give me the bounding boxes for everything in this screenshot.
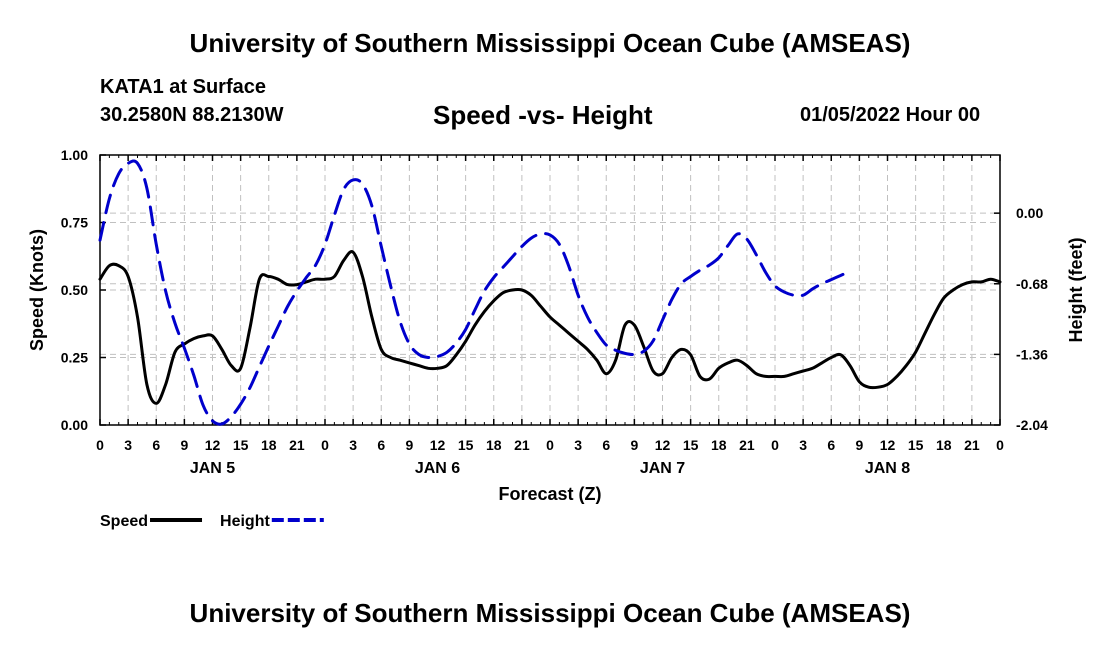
x-tick-label: 21 (514, 437, 530, 453)
day-label: JAN 7 (640, 460, 685, 477)
x-tick-label: 9 (630, 437, 638, 453)
x-tick-label: 6 (827, 437, 835, 453)
chart-main-title: University of Southern Mississippi Ocean… (189, 28, 911, 58)
y-left-tick-label: 0.50 (61, 282, 88, 298)
footer-title: University of Southern Mississippi Ocean… (189, 598, 911, 628)
x-tick-label: 6 (377, 437, 385, 453)
legend-label-height: Height (220, 513, 270, 530)
x-tick-label: 0 (546, 437, 554, 453)
x-tick-label: 3 (349, 437, 357, 453)
x-tick-label: 3 (799, 437, 807, 453)
x-tick-label: 12 (655, 437, 671, 453)
x-tick-label: 15 (233, 437, 249, 453)
x-tick-label: 15 (683, 437, 699, 453)
x-tick-label: 0 (96, 437, 104, 453)
y-right-tick-label: -0.68 (1016, 276, 1048, 292)
forecast-datetime: 01/05/2022 Hour 00 (800, 104, 981, 126)
y-right-axis-title: Height (feet) (1066, 238, 1086, 343)
x-axis-title: Forecast (Z) (498, 484, 601, 504)
x-tick-label: 6 (602, 437, 610, 453)
chart-subtitle: Speed -vs- Height (433, 100, 653, 130)
y-left-axis-title: Speed (Knots) (27, 229, 47, 351)
x-tick-label: 18 (486, 437, 502, 453)
station-coordinates: 30.2580N 88.2130W (100, 104, 284, 126)
x-tick-label: 12 (880, 437, 896, 453)
y-right-tick-label: 0.00 (1016, 205, 1043, 221)
x-tick-label: 18 (261, 437, 277, 453)
series-line-height (98, 159, 852, 426)
x-tick-label: 9 (405, 437, 413, 453)
y-right-tick-label: -2.04 (1016, 417, 1048, 433)
data-series (98, 159, 1002, 426)
day-label: JAN 6 (415, 460, 460, 477)
legend: Speed Height (100, 513, 324, 530)
x-tick-label: 9 (180, 437, 188, 453)
x-tick-label: 21 (289, 437, 305, 453)
x-tick-label: 0 (771, 437, 779, 453)
x-tick-label: 21 (739, 437, 755, 453)
x-tick-label: 15 (908, 437, 924, 453)
y-left-tick-label: 0.25 (61, 350, 88, 366)
x-tick-label: 18 (936, 437, 952, 453)
legend-label-speed: Speed (100, 513, 148, 530)
x-tick-label: 12 (430, 437, 446, 453)
x-tick-label: 0 (321, 437, 329, 453)
x-tick-label: 21 (964, 437, 980, 453)
x-tick-label: 9 (855, 437, 863, 453)
x-tick-label: 12 (205, 437, 221, 453)
x-tick-label: 3 (124, 437, 132, 453)
x-tick-label: 18 (711, 437, 727, 453)
axis-ticks: 0 3 6 9 12 15 18 21 0 3 6 9 12 15 18 21 0 3 6 9 12 15 18 21 0 3 6 9… (27, 147, 1086, 504)
x-tick-label: 3 (574, 437, 582, 453)
y-left-tick-label: 0.75 (61, 215, 88, 231)
x-tick-label: 6 (152, 437, 160, 453)
station-label: KATA1 at Surface (100, 76, 266, 98)
x-tick-label: 15 (458, 437, 474, 453)
x-tick-label: 0 (996, 437, 1004, 453)
day-label: JAN 8 (865, 460, 910, 477)
series-line-speed (98, 250, 1002, 405)
y-left-tick-label: 1.00 (61, 147, 88, 163)
y-right-tick-label: -1.36 (1016, 346, 1048, 362)
y-left-tick-label: 0.00 (61, 417, 88, 433)
day-label: JAN 5 (190, 460, 235, 477)
